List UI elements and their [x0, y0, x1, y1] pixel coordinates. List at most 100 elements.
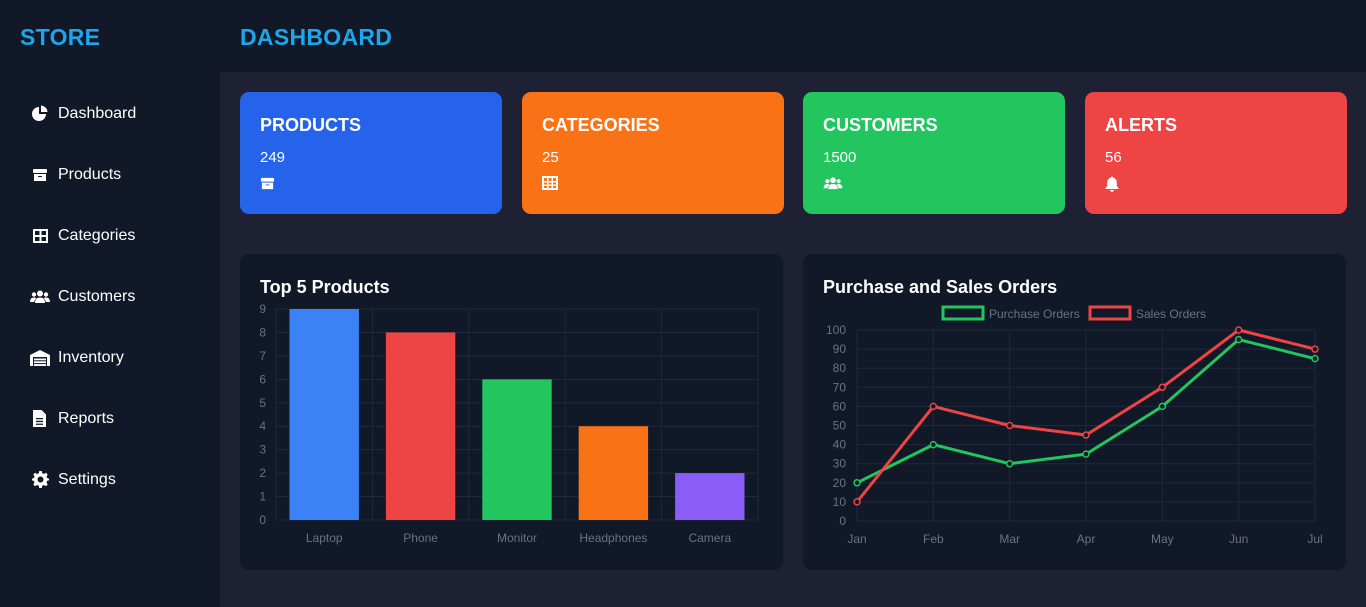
y-tick-label: 10: [833, 495, 847, 509]
top-products-panel: 0 1 2 3 4 5 6 7 8 9 Laptop Phone Monitor Headphones Ca…: [240, 254, 783, 570]
top-products-chart[interactable]: 0 1 2 3 4 5 6 7 8 9 Laptop Phone Monitor Headphones Ca…: [240, 254, 783, 570]
bar[interactable]: [482, 379, 552, 520]
card-title: CUSTOMERS: [823, 115, 938, 135]
sidebar-item-label: Customers: [58, 287, 136, 305]
y-tick-label: 1: [259, 490, 266, 504]
sidebar-item-label: Dashboard: [58, 104, 137, 122]
y-tick-label: 90: [833, 342, 847, 356]
y-tick-label: 70: [833, 380, 847, 394]
sidebar-nav: Dashboard Products Categories Customers …: [0, 83, 220, 510]
data-point[interactable]: [1005, 459, 1014, 468]
y-tick-label: 100: [826, 323, 846, 337]
sidebar-item-inventory[interactable]: Inventory: [0, 327, 220, 388]
sidebar-item-settings[interactable]: Settings: [0, 449, 220, 510]
chart-title: Top 5 Products: [260, 277, 390, 297]
pie-chart-icon: [30, 104, 50, 124]
box-icon: [260, 176, 276, 192]
users-icon: [30, 287, 50, 307]
sidebar-item-categories[interactable]: Categories: [0, 205, 220, 266]
y-tick-label: 7: [259, 349, 266, 363]
data-point[interactable]: [1005, 421, 1014, 430]
customers-card[interactable]: CUSTOMERS 1500: [803, 92, 1065, 214]
gear-icon: [30, 470, 50, 490]
x-tick-label: Headphones: [579, 531, 647, 545]
data-point[interactable]: [1311, 345, 1319, 353]
y-tick-label: 50: [833, 419, 847, 433]
x-tick-label: Monitor: [497, 531, 537, 545]
x-tick-label: Mar: [999, 532, 1020, 546]
data-point[interactable]: [1158, 383, 1167, 392]
data-point[interactable]: [929, 402, 938, 411]
y-tick-label: 4: [259, 419, 266, 433]
page-title: DASHBOARD: [240, 24, 393, 50]
legend-swatch[interactable]: [941, 305, 985, 321]
x-tick-label: Jul: [1307, 532, 1322, 546]
bar[interactable]: [385, 332, 456, 520]
data-point[interactable]: [853, 498, 861, 506]
orders-chart[interactable]: 0 10 20 30 40 50 60 70 80 90 100 Jan Feb Mar Apr May Jun…: [803, 254, 1346, 570]
card-value: 249: [260, 149, 286, 166]
y-tick-label: 0: [259, 513, 266, 527]
y-tick-label: 6: [259, 372, 266, 386]
data-point[interactable]: [1234, 335, 1243, 344]
sidebar-item-dashboard[interactable]: Dashboard: [0, 83, 220, 144]
alerts-card[interactable]: ALERTS 56: [1085, 92, 1347, 214]
y-tick-label: 0: [839, 514, 846, 528]
sidebar-item-label: Products: [58, 165, 122, 183]
card-value: 25: [542, 149, 559, 166]
card-value: 56: [1105, 149, 1122, 166]
sidebar-item-customers[interactable]: Customers: [0, 266, 220, 327]
legend-swatch[interactable]: [1088, 305, 1132, 321]
data-point[interactable]: [1082, 431, 1090, 439]
warehouse-icon: [30, 348, 50, 368]
data-point[interactable]: [853, 479, 861, 487]
data-point[interactable]: [1158, 402, 1167, 411]
x-tick-label: Feb: [923, 532, 944, 546]
products-card[interactable]: PRODUCTS 249: [240, 92, 502, 214]
bell-icon: [1105, 176, 1121, 192]
y-tick-label: 20: [833, 476, 847, 490]
card-title: CATEGORIES: [542, 115, 660, 135]
sidebar-item-label: Settings: [58, 470, 116, 488]
sidebar: STORE Dashboard Products Categories Cust…: [0, 0, 220, 607]
sidebar-item-label: Categories: [58, 226, 136, 244]
chart-title: Purchase and Sales Orders: [823, 277, 1058, 297]
card-value: 1500: [823, 149, 857, 166]
y-tick-label: 5: [259, 396, 266, 410]
table-icon: [542, 176, 558, 192]
card-title: PRODUCTS: [260, 115, 362, 135]
data-point[interactable]: [1234, 326, 1243, 334]
categories-card[interactable]: CATEGORIES 25: [522, 92, 784, 214]
y-tick-label: 80: [833, 361, 847, 375]
y-tick-label: 60: [833, 399, 847, 413]
sidebar-item-label: Inventory: [58, 348, 124, 366]
y-tick-label: 8: [259, 325, 266, 339]
bar[interactable]: [675, 473, 745, 520]
y-tick-label: 40: [833, 438, 847, 452]
x-tick-label: Apr: [1077, 532, 1096, 546]
grid-lines: [856, 329, 1316, 522]
file-icon: [30, 409, 50, 429]
brand-logo[interactable]: STORE: [20, 24, 101, 50]
x-tick-label: Laptop: [306, 531, 343, 545]
legend-label[interactable]: Purchase Orders: [989, 307, 1080, 321]
x-tick-label: Camera: [688, 531, 731, 545]
x-tick-label: Jan: [847, 532, 866, 546]
box-icon: [30, 165, 50, 185]
bar[interactable]: [289, 309, 359, 520]
x-tick-label: May: [1151, 532, 1174, 546]
legend-label[interactable]: Sales Orders: [1136, 307, 1206, 321]
data-point[interactable]: [1082, 450, 1090, 458]
x-tick-label: Jun: [1229, 532, 1248, 546]
sidebar-item-products[interactable]: Products: [0, 144, 220, 205]
top-header: DASHBOARD: [220, 0, 1366, 72]
data-point[interactable]: [929, 440, 938, 449]
orders-panel: 0 10 20 30 40 50 60 70 80 90 100 Jan Feb Mar Apr May Jun…: [803, 254, 1346, 570]
sidebar-item-reports[interactable]: Reports: [0, 388, 220, 449]
sidebar-item-label: Reports: [58, 409, 115, 427]
y-tick-label: 2: [259, 466, 266, 480]
bar[interactable]: [578, 426, 649, 520]
y-tick-label: 3: [259, 443, 266, 457]
y-tick-label: 9: [259, 302, 266, 316]
data-point[interactable]: [1311, 354, 1319, 363]
